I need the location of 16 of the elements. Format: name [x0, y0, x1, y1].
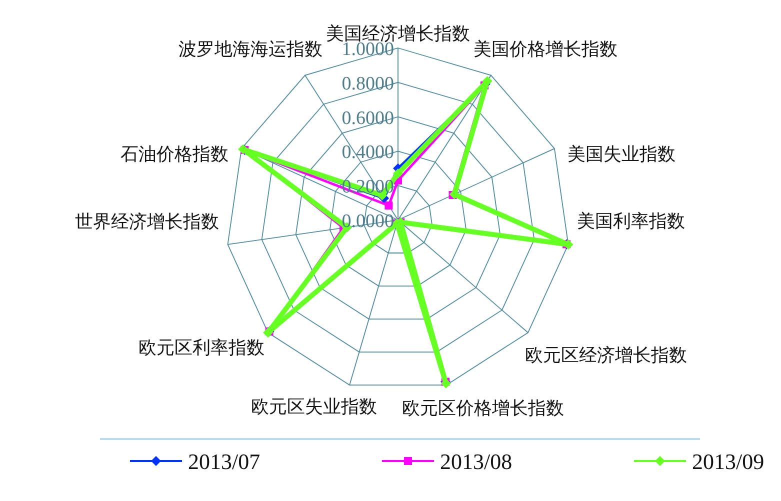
spoke-label: 欧元区利率指数	[138, 338, 265, 359]
spoke-label: 欧元区失业指数	[250, 396, 377, 418]
y-tick-label: 0.8000	[342, 73, 394, 94]
spoke-label: 美国利率指数	[577, 211, 685, 232]
spoke-label: 波罗地海海运指数	[178, 39, 323, 60]
legend-label: 2013/07	[188, 449, 260, 474]
spoke-label: 美国价格增长指数	[473, 39, 618, 60]
spoke-label: 欧元区经济增长指数	[525, 345, 688, 366]
legend-label: 2013/09	[692, 449, 764, 474]
spoke-label: 石油价格指数	[120, 144, 229, 166]
y-tick-label: 0.2000	[342, 176, 394, 198]
spoke-label: 美国失业指数	[567, 144, 676, 166]
y-tick-label: 0.6000	[342, 108, 394, 129]
legend-label: 2013/08	[440, 449, 512, 474]
spoke-label: 世界经济增长指数	[75, 211, 219, 232]
spoke-label: 欧元区价格增长指数	[402, 398, 564, 420]
